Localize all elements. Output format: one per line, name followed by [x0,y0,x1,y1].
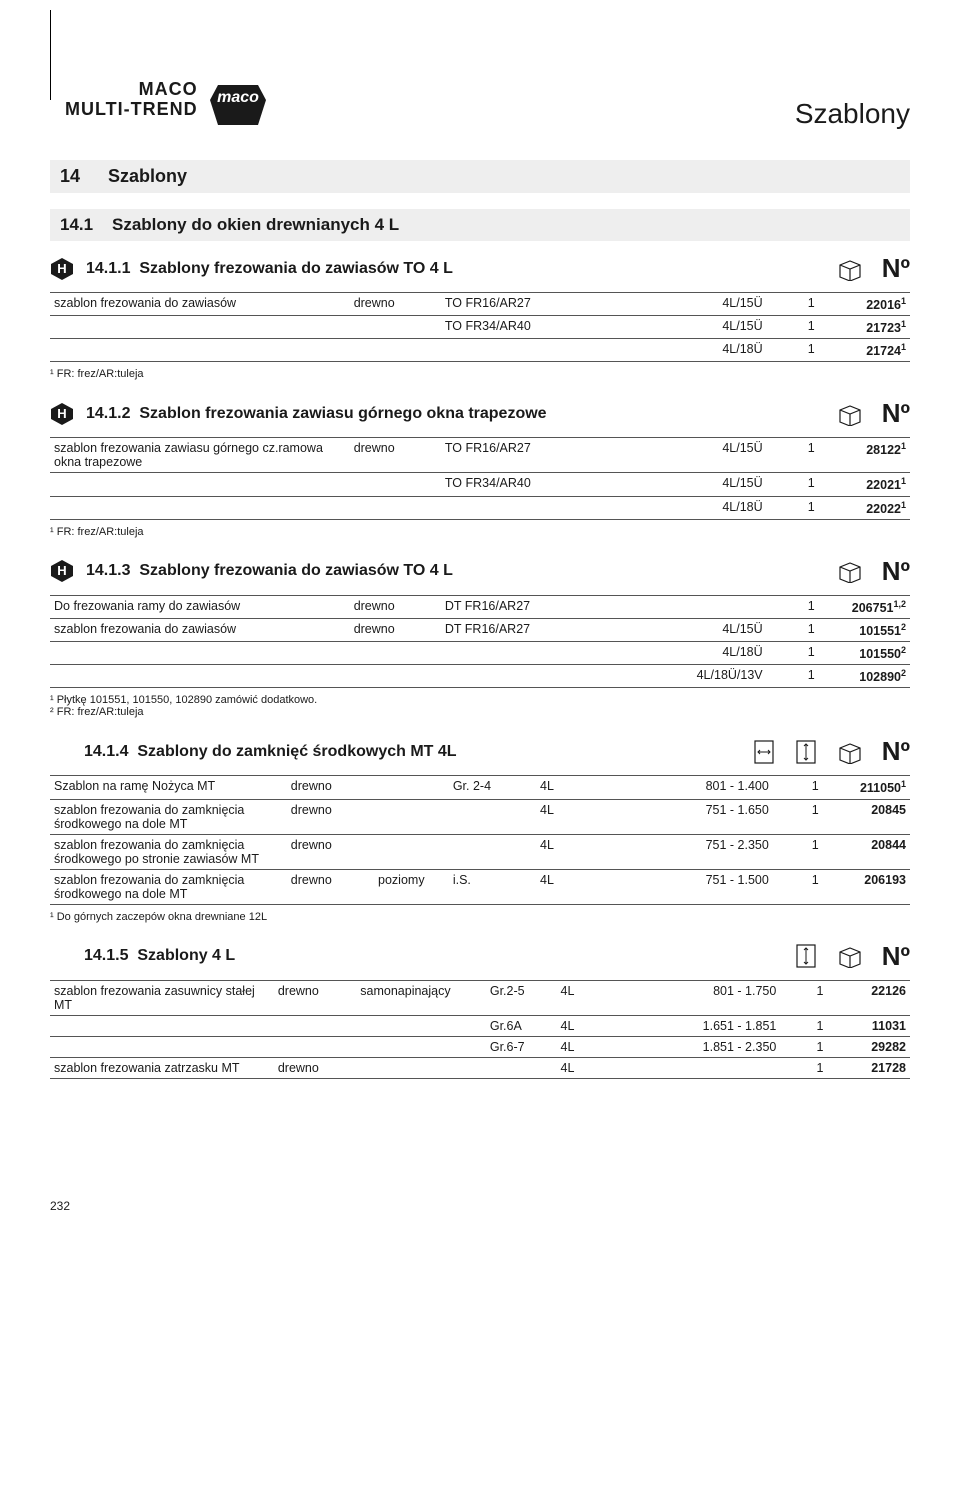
sub-title: 14.1.2 Szablon frezowania zawiasu górneg… [86,405,824,423]
wood-hex-icon: H [50,559,74,583]
sub-title: 14.1.4 Szablony do zamknięć środkowych M… [84,743,740,761]
sub-title: 14.1.3 Szablony frezowania do zawiasów T… [86,562,824,580]
heading-14-1-5: 14.1.5 Szablony 4 L Nº [50,941,910,972]
table-14-1-2: szablon frezowania zawiasu górnego cz.ra… [50,437,910,519]
table-row: TO FR34/AR40 4L/15Ü 1 217231 [50,316,910,339]
box-icon [836,402,864,426]
svg-text:H: H [57,563,66,578]
maco-logo-icon: maco [208,70,268,130]
width-icon [752,738,776,766]
table-row: szablon frezowania do zamknięcia środkow… [50,834,910,869]
table-row: 4L/18Ü/13V 1 1028902 [50,665,910,688]
brand-text: MACO MULTI-TREND [65,80,198,130]
heading-14-1-1: H 14.1.1 Szablony frezowania do zawiasów… [50,253,910,284]
page-number: 232 [50,1199,910,1213]
heading-14-1-2: H 14.1.2 Szablon frezowania zawiasu górn… [50,398,910,429]
height-icon [794,738,818,766]
section-14: 14 Szablony [50,160,910,193]
brand-block: MACO MULTI-TREND maco [50,40,268,130]
subsection-title: Szablony do okien drewnianych 4 L [112,215,399,234]
table-row: szablon frezowania do zamknięcia środkow… [50,869,910,904]
heading-14-1-4: 14.1.4 Szablony do zamknięć środkowych M… [50,736,910,767]
divider [50,10,51,100]
table-row: Do frezowania ramy do zawiasów drewno DT… [50,595,910,618]
table-row: szablon frezowania do zawiasów drewno TO… [50,293,910,316]
table-row: Szablon na ramę Nożyca MT drewno Gr. 2-4… [50,776,910,799]
height-icon [794,942,818,970]
svg-text:H: H [57,261,66,276]
sub-title: 14.1.1 Szablony frezowania do zawiasów T… [86,260,824,278]
table-row: Gr.6A 4L 1.651 - 1.851 1 11031 [50,1015,910,1036]
heading-14-1-3: H 14.1.3 Szablony frezowania do zawiasów… [50,556,910,587]
page-title: Szablony [795,98,910,130]
section-title: Szablony [108,166,187,187]
footnote-1411: ¹ FR: frez/AR:tuleja [50,368,910,380]
brand-line-1: MACO [65,80,198,100]
icon-strip: Nº [836,398,910,429]
wood-hex-icon: H [50,402,74,426]
sub-title: 14.1.5 Szablony 4 L [84,947,782,965]
table-row: 4L/18Ü 1 220221 [50,496,910,519]
svg-text:maco: maco [217,89,259,106]
brand-line-2: MULTI-TREND [65,100,198,120]
table-14-1-5: szablon frezowania zasuwnicy stałej MT d… [50,980,910,1079]
table-row: TO FR34/AR40 4L/15Ü 1 220211 [50,473,910,496]
icon-strip: Nº [836,556,910,587]
table-row: 4L/18Ü 1 1015502 [50,642,910,665]
subsection-14-1: 14.1 Szablony do okien drewnianych 4 L [50,209,910,241]
section-number: 14 [60,166,80,187]
table-row: szablon frezowania zasuwnicy stałej MT d… [50,980,910,1015]
subsection-number: 14.1 [60,215,93,234]
table-row: szablon frezowania do zamknięcia środkow… [50,799,910,834]
footnote-1413: ¹ Płytkę 101551, 101550, 102890 zamówić … [50,694,910,718]
table-14-1-1: szablon frezowania do zawiasów drewno TO… [50,292,910,362]
number-label: Nº [882,398,910,429]
table-row: szablon frezowania do zawiasów drewno DT… [50,618,910,641]
table-14-1-3: Do frezowania ramy do zawiasów drewno DT… [50,595,910,689]
number-label: Nº [882,253,910,284]
box-icon [836,740,864,764]
table-row: szablon frezowania zawiasu górnego cz.ra… [50,438,910,473]
wood-hex-icon: H [50,257,74,281]
number-label: Nº [882,556,910,587]
table-row: szablon frezowania zatrzasku MT drewno 4… [50,1057,910,1078]
icon-strip: Nº [836,253,910,284]
box-icon [836,559,864,583]
table-row: 4L/18Ü 1 217241 [50,339,910,362]
icon-strip: Nº [794,941,910,972]
number-label: Nº [882,736,910,767]
footnote-1412: ¹ FR: frez/AR:tuleja [50,526,910,538]
icon-strip: Nº [752,736,910,767]
page-header: MACO MULTI-TREND maco Szablony [50,40,910,130]
number-label: Nº [882,941,910,972]
svg-text:H: H [57,406,66,421]
table-14-1-4: Szablon na ramę Nożyca MT drewno Gr. 2-4… [50,775,910,904]
box-icon [836,257,864,281]
box-icon [836,944,864,968]
table-row: Gr.6-7 4L 1.851 - 2.350 1 29282 [50,1036,910,1057]
footnote-1414: ¹ Do górnych zaczepów okna drewniane 12L [50,911,910,923]
